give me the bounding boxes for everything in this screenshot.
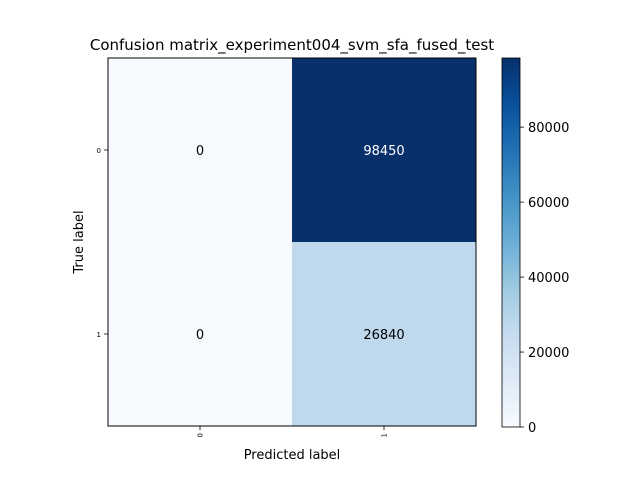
cell-value-label: 0 [196,328,204,343]
y-tick-label: 0 [97,147,101,155]
chart-title: Confusion matrix_experiment004_svm_sfa_f… [90,36,494,55]
matrix-cell-r0-c0 [108,58,292,242]
colorbar-tick-label: 20000 [528,346,569,361]
cell-value-label: 98450 [363,144,404,159]
x-tick-label: 1 [381,433,389,437]
x-axis-label: Predicted label [244,448,341,463]
plot-frame [107,57,477,427]
colorbar [501,57,521,428]
matrix-cell-r1-c0 [108,242,292,426]
colorbar-tick-label: 80000 [528,121,569,136]
matrix-cell-r0-c1 [292,58,476,242]
matrix-cell-r1-c1 [292,242,476,426]
colorbar-tick-label: 0 [528,421,536,436]
x-tick-label: 0 [197,433,205,437]
colorbar-tick-label: 40000 [528,271,569,286]
cell-value-label: 0 [196,144,204,159]
cell-value-label: 26840 [363,328,404,343]
y-tick-label: 1 [97,331,101,339]
colorbar-tick-label: 60000 [528,196,569,211]
y-axis-label: True label [72,210,87,274]
